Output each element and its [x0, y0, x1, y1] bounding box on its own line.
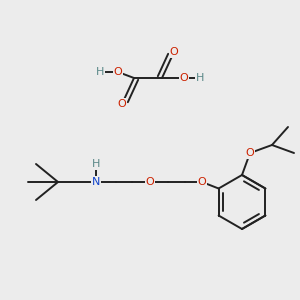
Text: N: N [92, 177, 100, 187]
Text: O: O [114, 67, 122, 77]
Text: O: O [169, 47, 178, 57]
Text: O: O [146, 177, 154, 187]
Text: H: H [96, 67, 104, 77]
Text: H: H [196, 73, 204, 83]
Text: H: H [92, 159, 100, 169]
Text: O: O [118, 99, 126, 109]
Text: O: O [246, 148, 254, 158]
Text: O: O [180, 73, 188, 83]
Text: O: O [198, 177, 206, 187]
